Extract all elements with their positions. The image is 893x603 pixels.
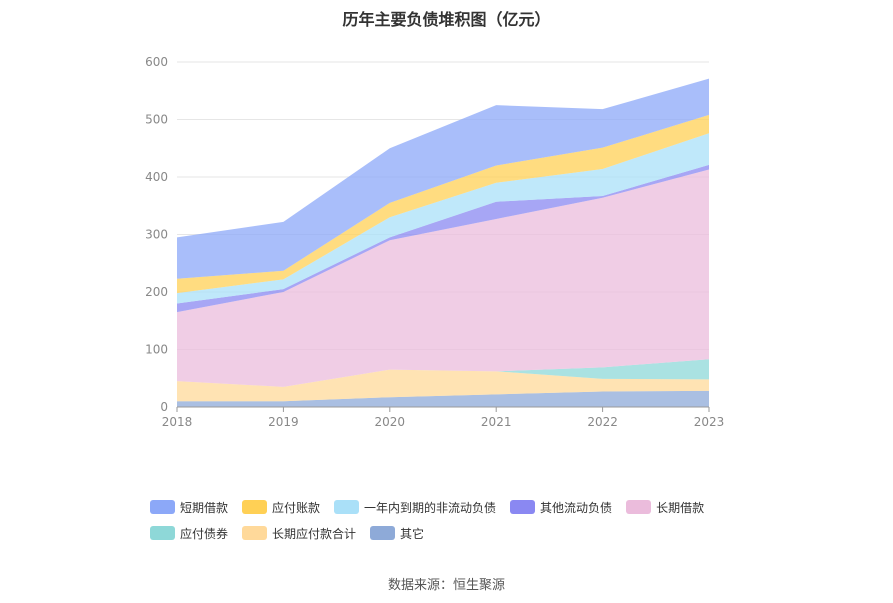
legend-label: 应付账款	[272, 500, 321, 515]
x-tick-label-2018: 2018	[162, 415, 193, 429]
legend-item-2[interactable]: 应付债券	[150, 525, 228, 542]
area-series-3	[177, 169, 709, 387]
legend-label: 长期应付款合计	[272, 526, 357, 541]
y-tick-label-200: 200	[145, 285, 168, 299]
legend-item-7[interactable]: 短期借款	[150, 499, 228, 516]
y-tick-label-600: 600	[145, 55, 168, 69]
chart-title: 历年主要负债堆积图（亿元）	[342, 10, 551, 29]
legend-item-0[interactable]: 其它	[370, 525, 424, 542]
legend-label: 其它	[400, 526, 425, 541]
data-source: 数据来源：恒生聚源	[387, 578, 505, 593]
area-series-2	[177, 359, 709, 387]
area-series-5	[177, 133, 709, 304]
legend: 短期借款 应付账款 一年内到期的非流动负债 其他流动负债 长期借款应付债券 长期应付款合计…	[150, 494, 760, 546]
y-tick-label-100: 100	[145, 343, 168, 357]
x-tick-label-2021: 2021	[481, 415, 512, 429]
y-tick-label-0: 0	[160, 400, 168, 414]
area-series-6	[177, 114, 709, 294]
legend-swatch	[334, 500, 360, 514]
legend-swatch	[510, 500, 536, 514]
legend-item-4[interactable]: 其他流动负债	[510, 499, 612, 516]
legend-row: 应付债券 长期应付款合计 其它	[150, 520, 760, 546]
legend-label: 短期借款	[180, 500, 229, 515]
legend-item-5[interactable]: 一年内到期的非流动负债	[334, 499, 496, 516]
legend-item-1[interactable]: 长期应付款合计	[242, 525, 356, 542]
legend-row: 短期借款 应付账款 一年内到期的非流动负债 其他流动负债 长期借款	[150, 494, 760, 520]
legend-swatch	[626, 500, 652, 514]
legend-label: 其他流动负债	[540, 500, 613, 515]
legend-item-6[interactable]: 应付账款	[242, 499, 320, 516]
legend-swatch	[150, 526, 175, 540]
legend-item-3[interactable]: 长期借款	[626, 499, 704, 516]
x-tick-label-2023: 2023	[694, 415, 725, 429]
x-tick-label-2020: 2020	[375, 415, 406, 429]
x-tick-label-2022: 2022	[587, 415, 618, 429]
y-tick-label-300: 300	[145, 228, 168, 242]
legend-label: 长期借款	[656, 500, 705, 515]
x-tick-label-2019: 2019	[268, 415, 299, 429]
legend-swatch	[242, 526, 268, 540]
legend-swatch	[370, 526, 396, 540]
area-series-7	[177, 78, 709, 279]
area-series	[177, 78, 709, 407]
legend-label: 一年内到期的非流动负债	[364, 500, 497, 515]
legend-swatch	[242, 500, 268, 514]
legend-label: 应付债券	[180, 526, 229, 541]
area-series-0	[177, 390, 709, 407]
legend-swatch	[150, 500, 175, 514]
y-tick-label-500: 500	[145, 113, 168, 127]
area-series-4	[177, 164, 709, 313]
area-series-1	[177, 369, 709, 402]
axes: 0 100 200 300 400 500 600 2018 2019 2020 2021 2022 2…	[145, 55, 724, 429]
y-tick-label-400: 400	[145, 170, 168, 184]
